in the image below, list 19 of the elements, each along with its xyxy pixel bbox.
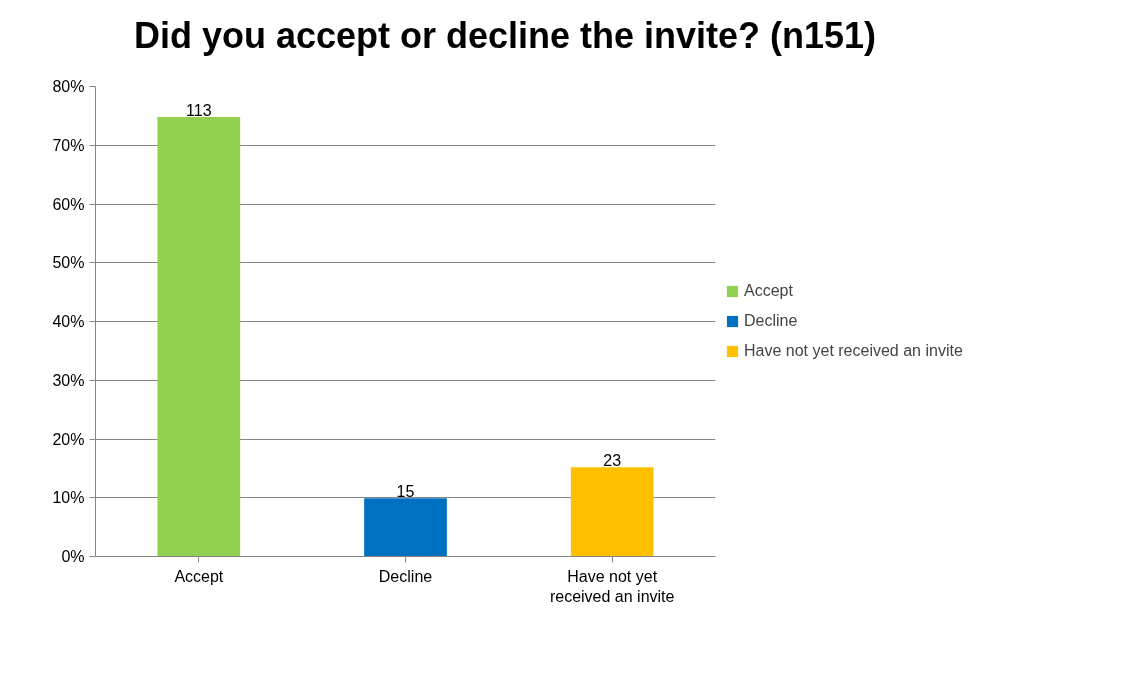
y-tick-label: 80% [52,78,85,96]
x-tick-label: Accept [174,567,224,585]
x-tick-label: Decline [378,567,433,585]
x-tick-label: Have not yet received an invite [549,567,675,606]
y-tick-label: 40% [52,313,85,331]
legend-label: Accept [744,282,793,301]
y-tick-label: 0% [61,548,85,566]
y-tick-label: 50% [52,254,85,272]
y-tick-label: 70% [52,137,85,155]
annotation: 113 [186,102,212,120]
legend-label: Decline [744,312,798,331]
y-tick-label: 60% [52,195,85,213]
y-tick-label: 20% [52,430,85,448]
y-tick-label: 30% [52,372,85,390]
annotation: 15 [396,483,415,501]
annotation: 23 [603,452,622,470]
legend-label: Have not yet received an invite [744,342,963,361]
y-tick-label: 10% [52,489,85,507]
chart-title: Did you accept or decline the invite? (n151) [133,14,877,58]
